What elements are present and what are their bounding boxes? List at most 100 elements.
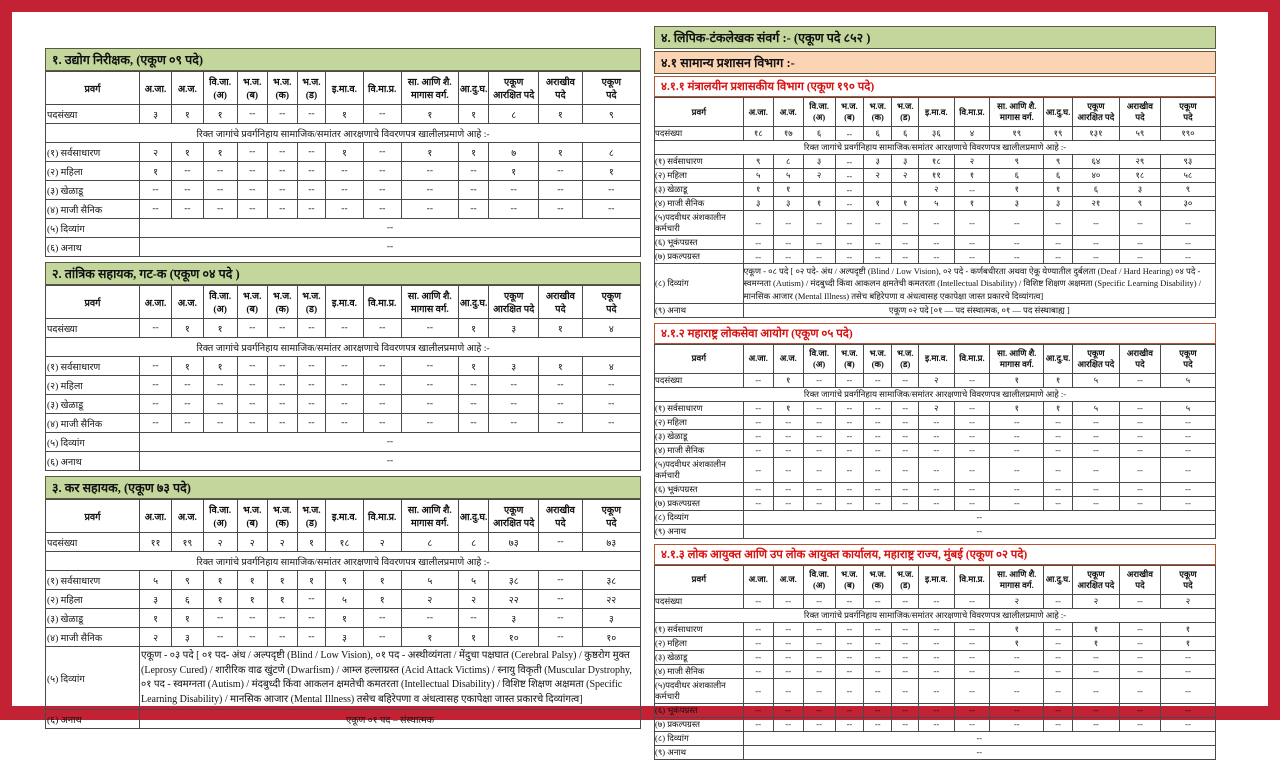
table-1-udyog-nirikshak: १. उद्योग निरीक्षक, (एकूण ०९ पदे) प्रवर्ग… bbox=[45, 48, 642, 257]
cell: -- bbox=[171, 394, 204, 414]
cell: -- bbox=[1043, 621, 1073, 637]
row-label: (६) अनाथ bbox=[45, 709, 140, 729]
cell: -- bbox=[891, 249, 920, 264]
cell: -- bbox=[863, 235, 893, 250]
cell: ६ bbox=[989, 168, 1045, 183]
cell: ४ bbox=[581, 356, 642, 376]
cell: -- bbox=[953, 593, 991, 609]
cell: -- bbox=[296, 627, 327, 647]
cell: १ bbox=[202, 142, 238, 162]
row-label: (५)पदवीधर अंशकालीन कर्मचारी bbox=[654, 456, 744, 483]
cell: -- bbox=[538, 375, 583, 395]
cell: -- bbox=[863, 481, 893, 497]
cell: -- bbox=[1043, 456, 1073, 483]
cell: १ bbox=[325, 142, 364, 162]
cell: ३ bbox=[772, 196, 804, 211]
cell: -- bbox=[772, 635, 804, 651]
cell: ५ bbox=[457, 570, 490, 590]
cell: -- bbox=[1159, 677, 1217, 704]
cell: ३ bbox=[742, 196, 774, 211]
column-header: वि.जा. (अ) bbox=[802, 343, 836, 374]
cell: -- bbox=[834, 126, 865, 141]
cell: १ bbox=[953, 168, 991, 183]
column-header: भ.ज. (ड) bbox=[891, 564, 920, 595]
row-label: (२) महिला bbox=[654, 414, 744, 430]
cell: ९ bbox=[1118, 196, 1161, 211]
cell: ९ bbox=[1159, 182, 1217, 197]
cell: -- bbox=[891, 702, 920, 718]
row-label: (५) दिव्यांग bbox=[45, 218, 140, 238]
cell: १ bbox=[1043, 182, 1073, 197]
cell: -- bbox=[863, 677, 893, 704]
column-header: प्रवर्ग bbox=[45, 71, 140, 105]
cell: १ bbox=[772, 372, 804, 388]
column-header: वि.जा. (अ) bbox=[202, 71, 238, 105]
cell: -- bbox=[1159, 663, 1217, 679]
column-header: वि.मा.प्र. bbox=[953, 564, 991, 595]
cell: -- bbox=[891, 649, 920, 665]
cell: -- bbox=[296, 142, 327, 162]
cell: -- bbox=[1118, 442, 1161, 458]
cell: २ bbox=[989, 593, 1045, 609]
table-4-1-3-lok-ayukta-title: ४.१.३ लोक आयुक्त आणि उप लोक आयुक्त कार्य… bbox=[654, 543, 1216, 565]
cell: -- bbox=[538, 161, 583, 181]
cell: -- bbox=[138, 180, 173, 200]
cell: -- bbox=[863, 372, 893, 388]
cell: १७ bbox=[772, 126, 804, 141]
cell: ५ bbox=[400, 570, 459, 590]
reservation-note-row: रिक्त जागांचे प्रवर्गनिहाय सामाजिक/समांत… bbox=[654, 386, 1216, 402]
cell: -- bbox=[266, 318, 298, 338]
cell: २२ bbox=[581, 589, 642, 609]
cell: -- bbox=[953, 495, 991, 511]
cell: -- bbox=[834, 702, 865, 718]
cell: १ bbox=[400, 627, 459, 647]
cell: -- bbox=[138, 318, 173, 338]
cell: -- bbox=[296, 608, 327, 628]
cell: -- bbox=[362, 356, 402, 376]
cell: -- bbox=[296, 589, 327, 609]
cell: -- bbox=[236, 627, 268, 647]
cell: १ bbox=[457, 627, 490, 647]
cell: -- bbox=[953, 481, 991, 497]
cell: -- bbox=[581, 375, 642, 395]
column-header: भ.ज. (ब) bbox=[834, 343, 865, 374]
cell: -- bbox=[772, 495, 804, 511]
row-label: (३) खेळाडू bbox=[654, 649, 744, 665]
cell: -- bbox=[742, 442, 774, 458]
cell: -- bbox=[1043, 663, 1073, 679]
right-page: ४. लिपिक-टंकलेखक संवर्ग :- (एकूण पदे ८५२… bbox=[654, 26, 1217, 765]
cell: -- bbox=[1071, 414, 1120, 430]
cell: -- bbox=[802, 481, 836, 497]
cell: -- bbox=[202, 413, 238, 433]
column-header: आ.दु.घ. bbox=[457, 285, 490, 319]
cell: -- bbox=[1118, 428, 1161, 444]
column-header: अराखीव पदे bbox=[1118, 564, 1161, 595]
row-label: (२) महिला bbox=[654, 168, 744, 183]
cell: ५९ bbox=[1118, 126, 1161, 141]
cell: -- bbox=[918, 414, 955, 430]
cell: -- bbox=[802, 456, 836, 483]
cell: -- bbox=[742, 677, 774, 704]
cell: -- bbox=[1118, 400, 1161, 416]
column-header: अराखीव पदे bbox=[1118, 97, 1161, 127]
cell: -- bbox=[400, 318, 459, 338]
cell: ११ bbox=[918, 168, 955, 183]
column-header: भ.ज. (ड) bbox=[296, 71, 327, 105]
cell: -- bbox=[953, 442, 991, 458]
cell: -- bbox=[918, 593, 955, 609]
cell: -- bbox=[834, 481, 865, 497]
column-header: अ.ज. bbox=[171, 499, 204, 533]
cell: -- bbox=[772, 621, 804, 637]
column-header: आ.दु.घ. bbox=[457, 71, 490, 105]
column-header: एकूण आरक्षित पदे bbox=[1071, 343, 1120, 374]
cell: -- bbox=[742, 702, 774, 718]
cell: १ bbox=[202, 589, 238, 609]
cell: -- bbox=[236, 161, 268, 181]
cell: -- bbox=[1071, 481, 1120, 497]
table-3-kar-sahayak-grid: प्रवर्ग अ.जा. अ.ज. वि.जा. (अ) भ.ज. (ब) भ.ज. (… bbox=[45, 499, 642, 729]
cell: -- bbox=[538, 532, 583, 552]
column-header: अ.जा. bbox=[742, 97, 774, 127]
cell: -- bbox=[581, 413, 642, 433]
cell: -- bbox=[863, 210, 893, 236]
table-4-1-2-mpsc-grid: प्रवर्ग अ.जा. अ.ज. वि.जा. (अ) भ.ज. (ब) भ.ज. (… bbox=[654, 343, 1217, 539]
